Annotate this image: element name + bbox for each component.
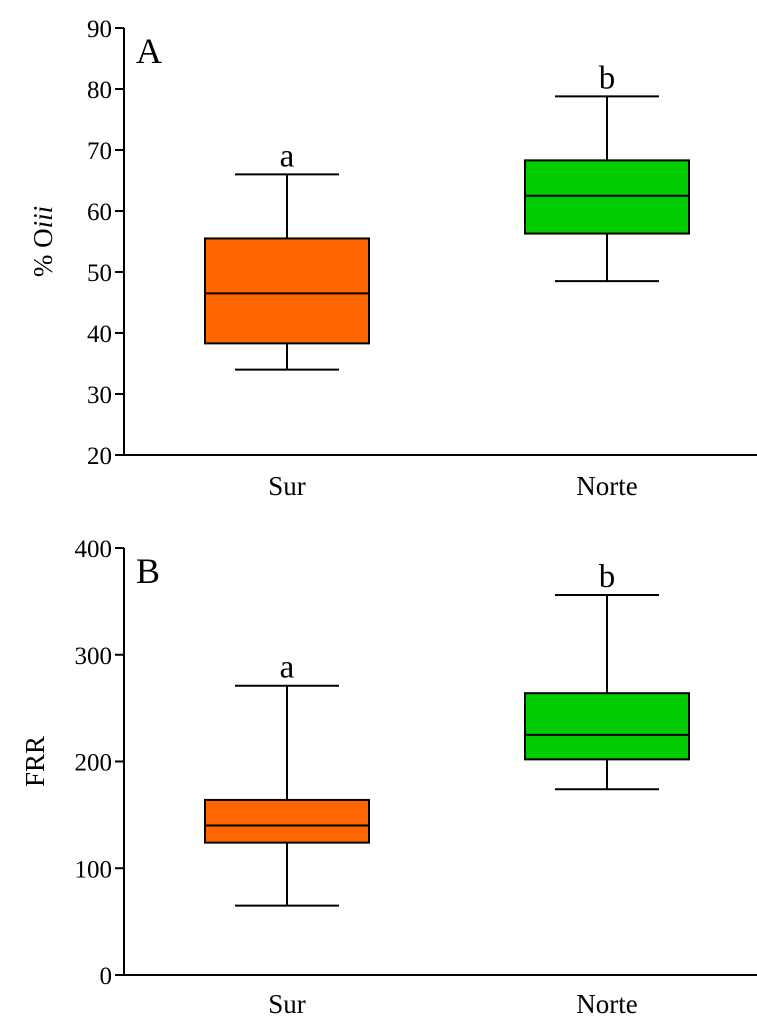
panel-letter: A <box>136 31 162 71</box>
y-axis-label-italic: iii <box>28 206 58 229</box>
panel-letter: B <box>136 551 160 591</box>
significance-letter: b <box>599 60 616 96</box>
y-tick-label: 80 <box>87 77 112 104</box>
iqr-box <box>204 237 370 345</box>
y-tick-label: 400 <box>75 536 113 563</box>
y-tick-label: 70 <box>87 138 112 165</box>
y-tick-label: 60 <box>87 199 112 226</box>
significance-letter: a <box>280 650 295 686</box>
y-tick-label: 50 <box>87 260 112 287</box>
y-tick-label: 100 <box>75 856 113 883</box>
y-tick-label: 20 <box>87 443 112 470</box>
x-category-label: Sur <box>268 989 306 1017</box>
y-tick-label: 40 <box>87 321 112 348</box>
x-category-label: Norte <box>576 989 637 1017</box>
y-tick-label: 300 <box>75 643 113 670</box>
y-tick-label: 0 <box>100 963 113 990</box>
iqr-box <box>204 798 370 844</box>
y-axis-label: % Oiii <box>28 206 58 277</box>
x-category-label: Norte <box>576 471 637 501</box>
panel-b: 0 100 200 300 400 FRR B Sur Norte a b <box>20 536 757 1019</box>
y-axis-label-text: % O <box>28 228 58 277</box>
iqr-box <box>524 692 690 761</box>
x-category-label: Sur <box>268 471 306 501</box>
significance-letter: b <box>599 559 616 595</box>
panel-a: 20 30 40 50 60 70 80 90 % Oiii A Sur Norte a b <box>28 16 757 501</box>
y-tick-label: 30 <box>87 382 112 409</box>
y-axis-label: FRR <box>20 736 50 787</box>
y-tick-label: 200 <box>75 750 113 777</box>
y-axis-label-text: FRR <box>20 736 50 787</box>
y-tick-label: 90 <box>87 16 112 43</box>
significance-letter: a <box>280 138 295 174</box>
iqr-box <box>524 159 690 235</box>
